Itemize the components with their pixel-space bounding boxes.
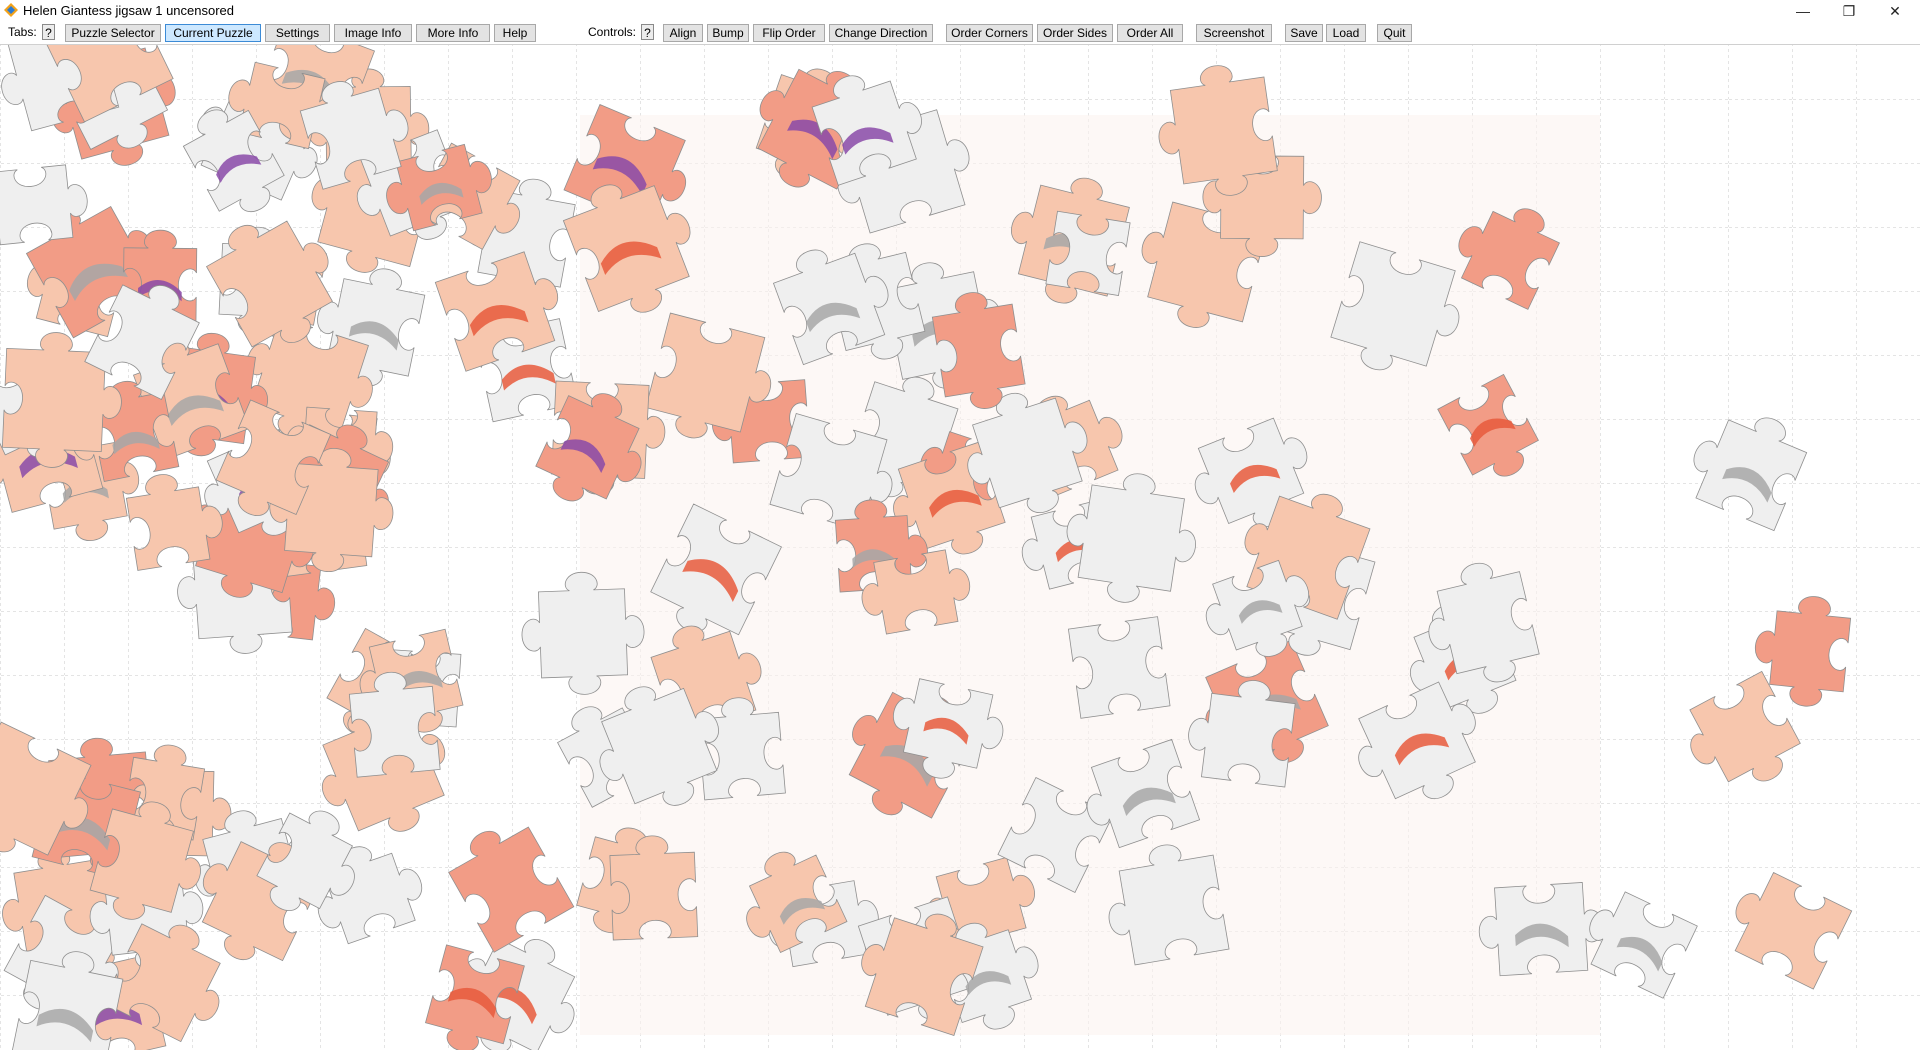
puzzle-piece[interactable]	[1674, 670, 1809, 806]
puzzle-canvas[interactable]	[0, 45, 1920, 1050]
puzzle-piece[interactable]	[520, 570, 646, 696]
puzzle-piece[interactable]	[209, 399, 332, 531]
puzzle-piece[interactable]	[1326, 241, 1473, 389]
tab-more-info[interactable]: More Info	[416, 24, 490, 42]
title-bar: Helen Giantess jigsaw 1 uncensored — ❐ ✕	[0, 0, 1920, 22]
tab-help[interactable]: Help	[494, 24, 536, 42]
puzzle-piece[interactable]	[0, 163, 91, 247]
puzzle-piece[interactable]	[85, 792, 215, 935]
puzzle-piece[interactable]	[1437, 373, 1547, 491]
puzzle-piece[interactable]	[1150, 59, 1280, 204]
puzzle-piece[interactable]	[1342, 675, 1499, 823]
minimize-button[interactable]: —	[1780, 0, 1826, 22]
puzzle-piece[interactable]	[348, 668, 441, 778]
puzzle-piece[interactable]	[124, 466, 228, 571]
puzzle-piece[interactable]	[1679, 396, 1813, 532]
order-corners-button[interactable]: Order Corners	[946, 24, 1033, 42]
window-title: Helen Giantess jigsaw 1 uncensored	[23, 3, 235, 18]
puzzle-piece[interactable]	[997, 776, 1114, 893]
controls-help-button[interactable]: ?	[641, 24, 654, 40]
order-sides-button[interactable]: Order Sides	[1037, 24, 1113, 42]
puzzle-piece[interactable]	[767, 230, 901, 366]
puzzle-piece[interactable]	[295, 66, 418, 190]
close-icon: ✕	[1889, 2, 1901, 19]
save-button[interactable]: Save	[1285, 24, 1323, 42]
bump-button[interactable]: Bump	[707, 24, 749, 42]
puzzle-piece[interactable]	[101, 908, 244, 1050]
minimize-icon: —	[1796, 3, 1810, 19]
puzzle-piece[interactable]	[834, 496, 930, 593]
puzzle-piece[interactable]	[378, 140, 499, 235]
puzzle-pieces[interactable]	[0, 45, 1853, 1050]
puzzle-piece[interactable]	[8, 943, 126, 1050]
puzzle-piece[interactable]	[1575, 884, 1698, 999]
puzzle-piece[interactable]	[198, 196, 357, 362]
toolbar: Tabs: ? Puzzle Selector Current Puzzle S…	[0, 22, 1920, 45]
puzzle-piece[interactable]	[950, 375, 1105, 530]
puzzle-piece[interactable]	[1074, 738, 1201, 853]
puzzle-piece[interactable]	[1445, 187, 1567, 310]
puzzle-piece[interactable]	[528, 379, 663, 523]
puzzle-piece[interactable]	[578, 665, 740, 827]
puzzle-piece[interactable]	[1098, 837, 1230, 968]
tabs-label: Tabs:	[8, 25, 37, 39]
puzzle-piece[interactable]	[726, 839, 848, 960]
puzzle-piece[interactable]	[434, 246, 571, 372]
quit-button[interactable]: Quit	[1377, 24, 1412, 42]
puzzle-piece[interactable]	[421, 944, 525, 1050]
restore-button[interactable]: ❐	[1826, 0, 1872, 22]
puzzle-piece[interactable]	[609, 834, 699, 941]
screenshot-button[interactable]: Screenshot	[1196, 24, 1272, 42]
puzzle-piece[interactable]	[882, 675, 1011, 790]
tabs-help-button[interactable]: ?	[42, 24, 55, 40]
puzzle-piece[interactable]	[557, 162, 713, 328]
puzzle-piece[interactable]	[0, 721, 107, 879]
flip-order-button[interactable]: Flip Order	[753, 24, 825, 42]
puzzle-piece[interactable]	[1067, 616, 1171, 719]
align-button[interactable]: Align	[663, 24, 703, 42]
puzzle-piece[interactable]	[265, 444, 397, 576]
puzzle-piece[interactable]	[929, 286, 1028, 414]
puzzle-piece[interactable]	[1415, 554, 1543, 695]
tab-puzzle-selector[interactable]: Puzzle Selector	[65, 24, 161, 42]
puzzle-piece[interactable]	[1719, 865, 1853, 990]
puzzle-piece[interactable]	[1750, 591, 1853, 710]
puzzle-piece[interactable]	[33, 45, 174, 123]
app-icon	[4, 3, 18, 17]
tab-image-info[interactable]: Image Info	[334, 24, 412, 42]
puzzle-piece[interactable]	[1, 330, 125, 470]
puzzle-piece[interactable]	[440, 811, 575, 953]
puzzle-piece[interactable]	[1058, 464, 1205, 611]
puzzle-piece[interactable]	[848, 895, 988, 1037]
change-direction-button[interactable]: Change Direction	[829, 24, 933, 42]
puzzle-piece[interactable]	[84, 269, 208, 401]
puzzle-piece[interactable]	[1196, 554, 1326, 673]
order-all-button[interactable]: Order All	[1117, 24, 1183, 42]
puzzle-piece[interactable]	[1184, 673, 1298, 788]
controls-label: Controls:	[588, 25, 637, 39]
puzzle-piece[interactable]	[1045, 210, 1131, 296]
tab-settings[interactable]: Settings	[265, 24, 330, 42]
puzzle-piece[interactable]	[643, 503, 782, 651]
puzzle-piece[interactable]	[249, 797, 377, 933]
puzzle-piece[interactable]	[856, 547, 976, 638]
close-button[interactable]: ✕	[1872, 0, 1918, 22]
puzzle-piece[interactable]	[641, 312, 782, 454]
puzzle-piece[interactable]	[175, 95, 293, 227]
puzzle-piece[interactable]	[806, 58, 933, 186]
restore-icon: ❐	[1842, 2, 1856, 19]
load-button[interactable]: Load	[1326, 24, 1366, 42]
puzzle-board[interactable]	[0, 45, 1920, 1050]
puzzle-piece[interactable]	[1477, 881, 1606, 977]
tab-current-puzzle[interactable]: Current Puzzle	[165, 24, 261, 42]
